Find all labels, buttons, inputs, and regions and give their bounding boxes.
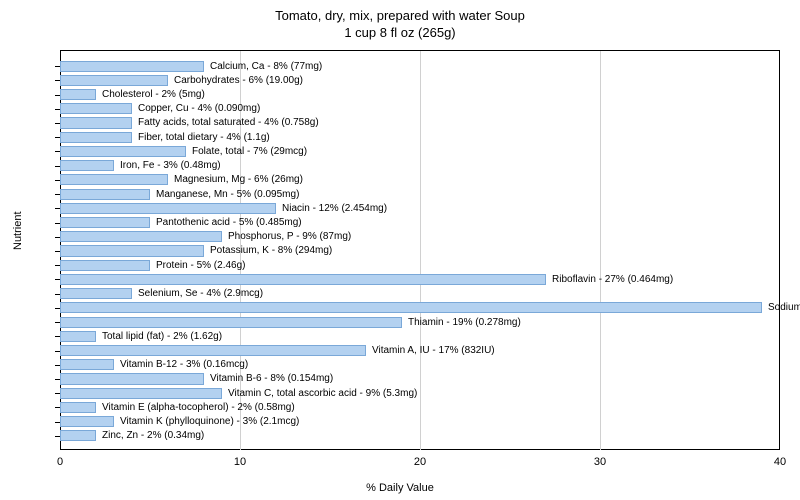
nutrient-label: Riboflavin - 27% (0.464mg) [546, 274, 673, 285]
bar-row: Vitamin C, total ascorbic acid - 9% (5.3… [60, 388, 780, 399]
bar-row: Total lipid (fat) - 2% (1.62g) [60, 331, 780, 342]
nutrient-label: Zinc, Zn - 2% (0.34mg) [96, 430, 204, 441]
nutrient-label: Calcium, Ca - 8% (77mg) [204, 61, 322, 72]
nutrient-label: Vitamin C, total ascorbic acid - 9% (5.3… [222, 388, 417, 399]
bar-row: Vitamin E (alpha-tocopherol) - 2% (0.58m… [60, 402, 780, 413]
bar-row: Carbohydrates - 6% (19.00g) [60, 75, 780, 86]
bar-row: Cholesterol - 2% (5mg) [60, 89, 780, 100]
nutrient-label: Vitamin K (phylloquinone) - 3% (2.1mcg) [114, 416, 299, 427]
nutrient-label: Iron, Fe - 3% (0.48mg) [114, 160, 221, 171]
bar-row: Copper, Cu - 4% (0.090mg) [60, 103, 780, 114]
bar-row: Phosphorus, P - 9% (87mg) [60, 231, 780, 242]
nutrient-label: Niacin - 12% (2.454mg) [276, 203, 387, 214]
nutrient-label: Vitamin A, IU - 17% (832IU) [366, 345, 495, 356]
nutrient-label: Copper, Cu - 4% (0.090mg) [132, 103, 260, 114]
nutrient-bar [60, 260, 150, 271]
nutrient-label: Thiamin - 19% (0.278mg) [402, 317, 521, 328]
bar-row: Selenium, Se - 4% (2.9mcg) [60, 288, 780, 299]
nutrient-label: Pantothenic acid - 5% (0.485mg) [150, 217, 302, 228]
nutrient-label: Vitamin E (alpha-tocopherol) - 2% (0.58m… [96, 402, 295, 413]
nutrient-label: Phosphorus, P - 9% (87mg) [222, 231, 351, 242]
nutrient-bar [60, 345, 366, 356]
bar-row: Thiamin - 19% (0.278mg) [60, 317, 780, 328]
nutrient-label: Total lipid (fat) - 2% (1.62g) [96, 331, 222, 342]
title-line-2: 1 cup 8 fl oz (265g) [344, 25, 455, 40]
nutrient-bar [60, 274, 546, 285]
x-tick-label: 10 [234, 456, 246, 468]
nutrient-bar [60, 317, 402, 328]
nutrient-bar [60, 231, 222, 242]
nutrient-label: Folate, total - 7% (29mcg) [186, 146, 307, 157]
nutrient-label: Magnesium, Mg - 6% (26mg) [168, 174, 303, 185]
nutrient-bar [60, 89, 96, 100]
bar-row: Potassium, K - 8% (294mg) [60, 245, 780, 256]
nutrient-bar [60, 402, 96, 413]
nutrient-bar [60, 103, 132, 114]
bar-row: Vitamin B-6 - 8% (0.154mg) [60, 373, 780, 384]
bar-row: Manganese, Mn - 5% (0.095mg) [60, 189, 780, 200]
x-tick-label: 30 [594, 456, 606, 468]
nutrient-bar [60, 388, 222, 399]
y-axis-label: Nutrient [12, 211, 24, 250]
nutrient-label: Selenium, Se - 4% (2.9mcg) [132, 288, 263, 299]
x-tick-label: 0 [57, 456, 63, 468]
nutrient-bar [60, 288, 132, 299]
bar-row: Protein - 5% (2.46g) [60, 260, 780, 271]
nutrient-label: Vitamin B-6 - 8% (0.154mg) [204, 373, 333, 384]
nutrient-bar [60, 189, 150, 200]
bar-row: Vitamin K (phylloquinone) - 3% (2.1mcg) [60, 416, 780, 427]
nutrient-bar [60, 75, 168, 86]
nutrient-bar [60, 174, 168, 185]
nutrient-bar [60, 331, 96, 342]
bar-row: Fiber, total dietary - 4% (1.1g) [60, 132, 780, 143]
nutrient-label: Manganese, Mn - 5% (0.095mg) [150, 189, 299, 200]
bar-row: Zinc, Zn - 2% (0.34mg) [60, 430, 780, 441]
nutrient-label: Sodium, Na - 39% (943mg) [762, 302, 800, 313]
nutrient-bar [60, 245, 204, 256]
bar-row: Folate, total - 7% (29mcg) [60, 146, 780, 157]
nutrient-bar [60, 430, 96, 441]
nutrient-bar [60, 373, 204, 384]
nutrient-label: Potassium, K - 8% (294mg) [204, 245, 332, 256]
chart-title: Tomato, dry, mix, prepared with water So… [0, 0, 800, 42]
nutrient-label: Protein - 5% (2.46g) [150, 260, 246, 271]
bar-row: Riboflavin - 27% (0.464mg) [60, 274, 780, 285]
nutrient-bar [60, 217, 150, 228]
nutrient-label: Fiber, total dietary - 4% (1.1g) [132, 132, 270, 143]
bar-row: Pantothenic acid - 5% (0.485mg) [60, 217, 780, 228]
nutrient-label: Cholesterol - 2% (5mg) [96, 89, 205, 100]
x-tick-label: 20 [414, 456, 426, 468]
nutrient-bar [60, 302, 762, 313]
nutrient-label: Carbohydrates - 6% (19.00g) [168, 75, 303, 86]
x-tick-label: 40 [774, 456, 786, 468]
nutrient-bar [60, 117, 132, 128]
nutrient-bar [60, 61, 204, 72]
nutrient-bar [60, 416, 114, 427]
nutrient-bar [60, 359, 114, 370]
nutrient-bar [60, 160, 114, 171]
bar-row: Magnesium, Mg - 6% (26mg) [60, 174, 780, 185]
title-line-1: Tomato, dry, mix, prepared with water So… [275, 8, 525, 23]
nutrient-label: Vitamin B-12 - 3% (0.16mcg) [114, 359, 248, 370]
x-axis-label: % Daily Value [0, 482, 800, 494]
nutrient-bar [60, 132, 132, 143]
bar-row: Iron, Fe - 3% (0.48mg) [60, 160, 780, 171]
bar-row: Vitamin A, IU - 17% (832IU) [60, 345, 780, 356]
nutrient-bar [60, 203, 276, 214]
bar-row: Vitamin B-12 - 3% (0.16mcg) [60, 359, 780, 370]
bar-row: Niacin - 12% (2.454mg) [60, 203, 780, 214]
bar-row: Calcium, Ca - 8% (77mg) [60, 61, 780, 72]
nutrient-label: Fatty acids, total saturated - 4% (0.758… [132, 117, 319, 128]
chart-plot-area: 010203040Calcium, Ca - 8% (77mg)Carbohyd… [60, 50, 780, 450]
bar-row: Sodium, Na - 39% (943mg) [60, 302, 780, 313]
bar-row: Fatty acids, total saturated - 4% (0.758… [60, 117, 780, 128]
nutrient-bar [60, 146, 186, 157]
